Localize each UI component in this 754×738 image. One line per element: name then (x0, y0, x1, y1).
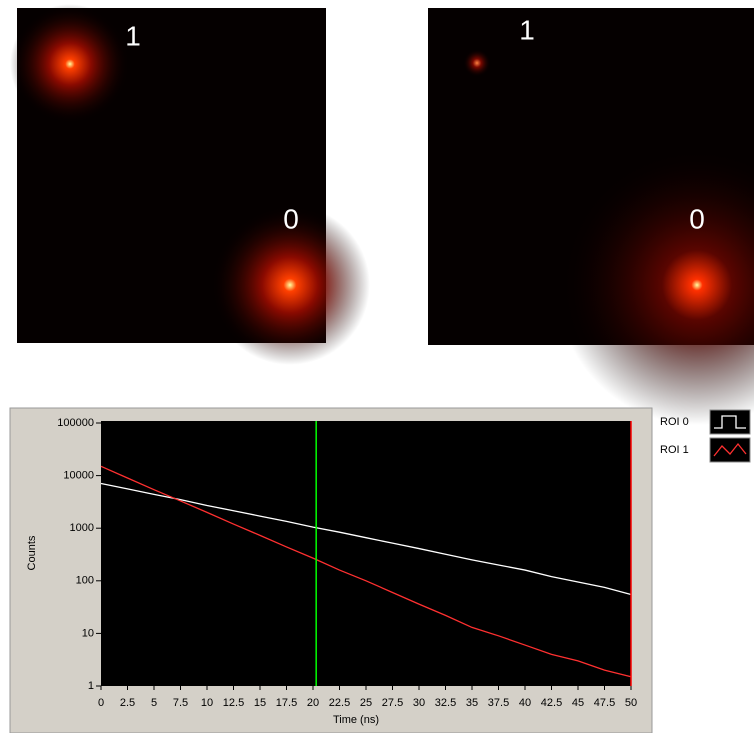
x-tick-label: 37.5 (488, 697, 509, 709)
y-tick-label: 1000 (70, 522, 94, 534)
x-tick-label: 45 (572, 697, 584, 709)
x-tick-label: 47.5 (594, 697, 615, 709)
x-tick-label: 2.5 (120, 697, 135, 709)
legend-label: ROI 0 (660, 416, 689, 428)
x-tick-label: 40 (519, 697, 531, 709)
x-tick-label: 17.5 (276, 697, 297, 709)
data-line (100, 465, 632, 678)
roi-label: 0 (283, 203, 299, 234)
roi-label: 1 (125, 20, 141, 51)
x-tick-label: 0 (98, 697, 104, 709)
data-line (100, 482, 632, 596)
image-left: 1 0 (10, 4, 370, 365)
image-right: 1 0 (428, 8, 754, 425)
x-tick-label: 20 (307, 697, 319, 709)
x-tick-label: 5 (151, 697, 157, 709)
y-tick-label: 10 (82, 627, 94, 639)
x-tick-label: 7.5 (173, 697, 188, 709)
x-tick-label: 32.5 (435, 697, 456, 709)
x-tick-label: 10 (201, 697, 213, 709)
y-axis-label: Counts (26, 535, 38, 570)
y-tick-label: 10000 (63, 470, 94, 482)
x-tick-label: 35 (466, 697, 478, 709)
legend-swatch (709, 409, 751, 435)
y-tick-label: 100000 (57, 417, 94, 429)
x-tick-label: 27.5 (382, 697, 403, 709)
roi-label: 1 (519, 14, 535, 45)
x-tick-label: 22.5 (329, 697, 350, 709)
x-tick-label: 50 (625, 697, 637, 709)
plot-area (101, 421, 631, 686)
legend-icon (714, 415, 746, 429)
x-tick-label: 12.5 (223, 697, 244, 709)
x-tick-label: 42.5 (541, 697, 562, 709)
x-tick-label: 25 (360, 697, 372, 709)
legend-icon (713, 442, 747, 457)
x-tick-label: 15 (254, 697, 266, 709)
roi-label: 0 (689, 203, 705, 234)
legend-swatch (709, 437, 751, 463)
x-tick-label: 30 (413, 697, 425, 709)
x-axis-label: Time (ns) (333, 714, 379, 726)
y-tick-label: 100 (76, 575, 94, 587)
y-tick-label: 1 (88, 680, 94, 692)
legend-label: ROI 1 (660, 444, 689, 456)
